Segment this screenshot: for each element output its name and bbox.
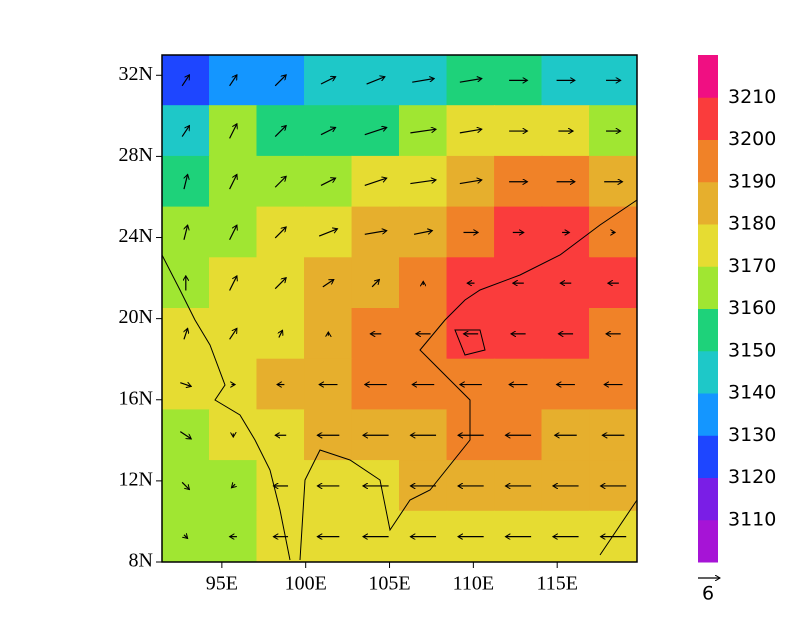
x-tick-label: 110E bbox=[453, 573, 494, 595]
y-tick-label: 16N bbox=[119, 387, 153, 409]
colorbar-band bbox=[698, 266, 718, 309]
wind-vector bbox=[180, 383, 191, 387]
x-tick-label: 115E bbox=[536, 573, 577, 595]
wind-vector bbox=[459, 79, 482, 83]
y-tick-label: 24N bbox=[119, 225, 153, 247]
colorbar-label: 3210 bbox=[728, 86, 776, 108]
colorbar-band bbox=[698, 55, 718, 98]
wind-vector bbox=[229, 225, 237, 241]
wind-vector bbox=[179, 431, 191, 439]
wind-vector bbox=[459, 180, 482, 185]
wind-vector bbox=[229, 328, 237, 340]
colorbar-band bbox=[698, 181, 718, 225]
colorbar-label: 3160 bbox=[728, 297, 776, 319]
wind-vector bbox=[181, 126, 189, 137]
wind-vector bbox=[184, 535, 188, 539]
wind-vector bbox=[410, 129, 436, 134]
wind-vector bbox=[364, 127, 387, 136]
wind-vector bbox=[183, 174, 188, 190]
colorbar: 3110 3120 3130 3140 3150 3160 3170 3180 3190 3200… bbox=[698, 55, 776, 605]
wind-vector bbox=[229, 75, 237, 87]
colorbar-band bbox=[698, 350, 718, 394]
coastline bbox=[162, 199, 637, 561]
colorbar-label: 3130 bbox=[728, 424, 776, 446]
wind-vector bbox=[181, 75, 189, 87]
colorbar-band bbox=[698, 393, 718, 436]
colorbar-label: 3200 bbox=[728, 128, 776, 150]
colorbar-band bbox=[698, 435, 718, 478]
reference-vector-label: 6 bbox=[702, 583, 714, 605]
colorbar-band bbox=[698, 139, 718, 183]
wind-vector bbox=[274, 278, 286, 290]
colorbar-band bbox=[698, 97, 718, 140]
colorbar-band bbox=[698, 224, 718, 267]
y-tick-label: 8N bbox=[129, 550, 153, 572]
y-tick-label: 28N bbox=[119, 144, 153, 166]
colorbar-label: 3180 bbox=[728, 213, 776, 235]
x-tick-label: 95E bbox=[206, 573, 238, 595]
wind-vector bbox=[320, 77, 336, 85]
wind-vector bbox=[364, 178, 387, 186]
wind-vector bbox=[459, 129, 482, 134]
map-frame bbox=[161, 54, 638, 563]
wind-vector bbox=[274, 75, 286, 87]
x-tick-label: 100E bbox=[285, 573, 327, 595]
wind-vector bbox=[231, 484, 235, 488]
wind-vector bbox=[181, 481, 189, 489]
wind-vector bbox=[318, 229, 337, 237]
wind-vector bbox=[364, 231, 387, 235]
wind-vector bbox=[229, 124, 237, 139]
wind-vector bbox=[366, 77, 385, 85]
colorbar-band bbox=[698, 519, 718, 563]
colorbar-label: 3170 bbox=[728, 255, 776, 277]
colorbar-label: 3110 bbox=[728, 508, 776, 530]
colorbar-band bbox=[698, 477, 718, 521]
y-tick-label: 12N bbox=[119, 468, 153, 490]
axes: 95E 100E 105E 110E 115E 8N 12N 16N 20N 24N 28N 32N bbox=[119, 63, 578, 595]
colorbar-label: 3150 bbox=[728, 339, 776, 361]
wind-vector bbox=[320, 127, 336, 136]
x-tick-label: 105E bbox=[368, 573, 410, 595]
wind-vector bbox=[274, 126, 286, 137]
wind-vector bbox=[413, 231, 432, 235]
y-tick-label: 32N bbox=[119, 63, 153, 85]
wind-vectors bbox=[179, 75, 627, 539]
wind-vector bbox=[229, 276, 237, 291]
wind-vector bbox=[229, 174, 237, 190]
wind-vector bbox=[412, 79, 434, 83]
wind-vector bbox=[183, 225, 188, 240]
wind-vector bbox=[274, 227, 286, 239]
wind-vector bbox=[322, 279, 334, 288]
wind-vector bbox=[371, 279, 379, 288]
wind-vector bbox=[279, 330, 283, 338]
colorbar-band bbox=[698, 308, 718, 352]
y-tick-label: 20N bbox=[119, 306, 153, 328]
wind-vector bbox=[274, 176, 286, 188]
wind-vector bbox=[410, 180, 436, 185]
colorbar-label: 3190 bbox=[728, 170, 776, 192]
colorbar-label: 3140 bbox=[728, 382, 776, 404]
wind-vector bbox=[320, 178, 336, 186]
wind-vector bbox=[184, 328, 188, 340]
colorbar-label: 3120 bbox=[728, 466, 776, 488]
